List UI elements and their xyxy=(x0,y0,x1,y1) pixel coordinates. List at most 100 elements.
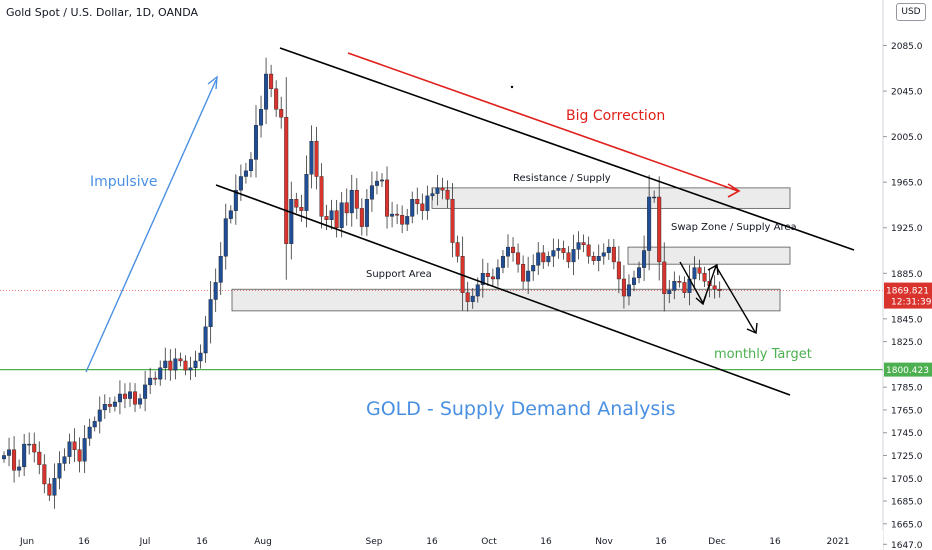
candle xyxy=(657,176,662,281)
candle xyxy=(420,193,425,220)
candle-body-up xyxy=(571,249,576,263)
candle-body-down xyxy=(712,285,717,290)
candle-body-down xyxy=(107,404,112,407)
candle xyxy=(304,155,309,228)
lower-channel-line xyxy=(215,184,791,396)
candle-body-up xyxy=(92,421,97,428)
candle-body-down xyxy=(616,261,621,280)
candle-body-up xyxy=(102,404,107,411)
candle xyxy=(485,262,490,287)
candle-body-down xyxy=(32,443,37,453)
candle-body-down xyxy=(284,117,289,244)
candle-body-down xyxy=(133,391,138,405)
candle xyxy=(425,185,430,220)
candle-body-up xyxy=(369,185,374,200)
candle-body-up xyxy=(480,273,485,285)
candle-body-down xyxy=(183,360,188,371)
time-tick-label: 16 xyxy=(540,537,552,547)
candle-body-down xyxy=(299,207,304,211)
candle xyxy=(500,249,505,274)
candle-body-up xyxy=(349,189,354,214)
candle xyxy=(138,393,143,409)
candle-body-down xyxy=(591,256,596,261)
last-price-badge xyxy=(884,282,932,309)
price-tick-label: 1825.0 xyxy=(891,338,923,348)
time-tick-label: 16 xyxy=(769,537,781,547)
candle-body-down xyxy=(677,281,682,283)
candle xyxy=(672,271,677,300)
candle xyxy=(228,205,233,224)
candle xyxy=(692,256,697,290)
candle xyxy=(168,349,173,381)
price-tick-label: 1925.0 xyxy=(891,224,923,234)
candle xyxy=(410,191,415,224)
candle xyxy=(62,448,67,471)
candle-body-up xyxy=(475,284,480,297)
candle xyxy=(647,175,652,271)
candle-body-down xyxy=(490,276,495,280)
candle-body-down xyxy=(274,88,279,110)
candle xyxy=(334,199,339,238)
candle xyxy=(42,454,47,494)
candle-body-down xyxy=(400,215,405,225)
candle-body-down xyxy=(279,109,284,118)
candle-body-down xyxy=(344,202,349,214)
candle-body-up xyxy=(672,281,677,291)
candle xyxy=(17,459,22,477)
candle-body-down xyxy=(359,208,364,227)
candle-body-down xyxy=(657,196,662,263)
candle-body-up xyxy=(601,252,606,257)
candle xyxy=(511,237,516,262)
candle xyxy=(652,190,657,203)
candle xyxy=(526,256,531,295)
candle-body-down xyxy=(445,189,450,200)
candle xyxy=(213,268,218,312)
candle xyxy=(259,95,264,138)
candle xyxy=(480,258,485,298)
candle xyxy=(112,396,117,412)
time-axis[interactable]: Jun 16 Jul 16 Aug Sep 16 Oct 16 Nov 16 Dec 16 2021 xyxy=(0,530,883,550)
candle xyxy=(178,352,183,367)
candle xyxy=(561,240,566,260)
candle-body-up xyxy=(304,174,309,211)
candle-body-up xyxy=(632,277,637,285)
candle xyxy=(153,371,158,386)
candle xyxy=(682,276,687,299)
candle xyxy=(606,239,611,260)
candle xyxy=(556,239,561,259)
candle-body-up xyxy=(556,248,561,251)
candle xyxy=(243,162,248,184)
candle-body-down xyxy=(581,242,586,246)
candle xyxy=(541,245,546,269)
correction-arrow-head xyxy=(727,183,741,198)
price-axis[interactable]: 1647.0 1665.0 1685.0 1705.0 1725.0 1745.0 1765… xyxy=(882,0,932,550)
price-tick-label: 1705.0 xyxy=(891,475,923,485)
candle xyxy=(677,275,682,288)
candle xyxy=(208,281,213,344)
candle-body-up xyxy=(289,199,294,244)
candle xyxy=(490,268,495,287)
candle xyxy=(339,191,344,238)
candle xyxy=(314,126,319,190)
price-tick-label: 1685.0 xyxy=(891,498,923,508)
candle xyxy=(294,192,299,214)
candle-body-down xyxy=(420,203,425,211)
candle xyxy=(97,396,102,434)
candle xyxy=(611,238,616,270)
candle-body-up xyxy=(596,256,601,261)
currency-badge[interactable]: USD xyxy=(896,3,926,21)
candle xyxy=(122,383,127,409)
candle xyxy=(616,246,621,294)
drawings-layer xyxy=(85,47,855,396)
candle xyxy=(546,251,551,267)
candle-body-down xyxy=(511,246,516,253)
candle xyxy=(82,425,87,474)
candle xyxy=(47,477,52,501)
candle xyxy=(385,166,390,229)
candle xyxy=(188,356,193,381)
candle xyxy=(198,344,203,369)
zones-layer xyxy=(231,187,791,312)
upper-channel-line xyxy=(279,47,855,251)
candle-body-down xyxy=(450,199,455,243)
